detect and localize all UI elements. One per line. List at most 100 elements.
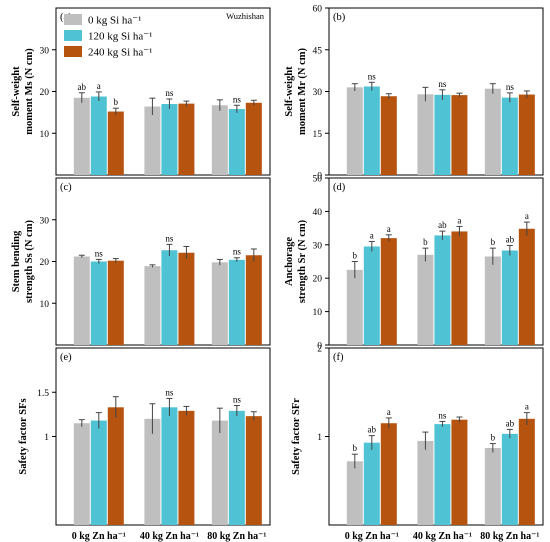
- significance-label: a: [525, 402, 529, 412]
- bar: [107, 111, 124, 175]
- y-tick-label: 20: [40, 88, 50, 98]
- bar: [90, 96, 107, 175]
- y-tick-label: 0: [317, 342, 322, 352]
- x-tick-label: 80 kg Zn ha⁻¹: [207, 531, 266, 542]
- bar: [245, 102, 262, 175]
- bar: [451, 231, 468, 345]
- bar: [144, 266, 161, 345]
- bar: [417, 440, 434, 525]
- bar: [161, 407, 178, 525]
- bar: [363, 442, 380, 525]
- significance-label: a: [387, 224, 391, 234]
- significance-label: b: [491, 237, 496, 247]
- significance-label: ns: [368, 71, 377, 81]
- bar: [380, 423, 397, 525]
- panel-label: (c): [60, 182, 72, 193]
- significance-label: ab: [506, 418, 515, 428]
- y-axis-label: moment Ms (N cm): [24, 48, 35, 135]
- y-tick-label: 10: [313, 308, 323, 318]
- x-tick-label: 0 kg Zn ha⁻¹: [345, 531, 399, 542]
- significance-label: ab: [78, 82, 87, 92]
- bar: [107, 407, 124, 525]
- legend-label: 120 kg Si ha⁻¹: [88, 31, 152, 43]
- bar: [73, 423, 90, 525]
- legend-label: 0 kg Si ha⁻¹: [88, 15, 141, 27]
- bar: [245, 255, 262, 345]
- significance-label: ns: [438, 410, 447, 420]
- bar: [346, 269, 363, 345]
- y-axis-label: Self-weight: [284, 66, 295, 117]
- y-tick-label: 10: [40, 130, 50, 140]
- y-axis-label: moment Mr (N cm): [297, 48, 308, 135]
- bar: [451, 95, 468, 175]
- y-tick-label: 30: [313, 88, 323, 98]
- significance-label: ns: [165, 88, 174, 98]
- significance-label: ab: [506, 234, 515, 244]
- bar: [451, 419, 468, 525]
- bar: [501, 97, 518, 175]
- significance-label: ns: [233, 94, 242, 104]
- y-tick-label: 30: [40, 46, 50, 56]
- legend-swatch: [64, 46, 82, 57]
- y-axis-label: Stem bending: [11, 230, 22, 292]
- legend-label: 240 kg Si ha⁻¹: [88, 47, 152, 59]
- panel-label: (f): [333, 352, 344, 363]
- bar: [211, 420, 228, 525]
- x-tick-label: 40 kg Zn ha⁻¹: [140, 531, 199, 542]
- y-axis-label: Anchorage: [284, 237, 295, 286]
- y-tick-label: 30: [313, 241, 323, 251]
- bar: [417, 254, 434, 345]
- significance-label: b: [423, 237, 428, 247]
- panel-label: (b): [333, 12, 346, 23]
- significance-label: a: [457, 215, 461, 225]
- y-axis-label: Safety factor SFr: [291, 398, 302, 475]
- y-tick-label: 20: [313, 275, 323, 285]
- bar: [144, 106, 161, 175]
- bar: [434, 424, 451, 525]
- y-tick-label: 60: [313, 5, 323, 15]
- y-axis-label: strength Sr (N cm): [297, 219, 308, 303]
- y-tick-label: 30: [40, 216, 50, 226]
- significance-label: a: [525, 211, 529, 221]
- bar: [380, 238, 397, 345]
- significance-label: a: [97, 81, 101, 91]
- bar: [178, 410, 195, 525]
- bar: [363, 86, 380, 175]
- bar: [228, 259, 245, 345]
- bar: [346, 461, 363, 525]
- bar: [144, 418, 161, 525]
- significance-label: ns: [95, 248, 104, 258]
- bar: [73, 97, 90, 175]
- y-tick-label: 10: [40, 300, 50, 310]
- bar: [363, 246, 380, 345]
- bar: [417, 94, 434, 175]
- significance-label: b: [353, 251, 358, 261]
- significance-label: b: [491, 433, 496, 443]
- y-tick-label: 20: [40, 258, 50, 268]
- y-tick-label: 45: [313, 46, 323, 56]
- significance-label: a: [370, 230, 374, 240]
- y-tick-label: 1: [317, 433, 322, 443]
- y-tick-label: 40: [313, 208, 323, 218]
- significance-label: ns: [233, 247, 242, 257]
- significance-label: ab: [368, 425, 377, 435]
- bar: [161, 250, 178, 345]
- significance-label: ns: [438, 79, 447, 89]
- bar: [501, 250, 518, 345]
- bar: [178, 252, 195, 345]
- bar: [518, 228, 535, 345]
- bar: [518, 94, 535, 175]
- significance-label: ns: [165, 233, 174, 243]
- legend-swatch: [64, 14, 82, 25]
- y-tick-label: 15: [313, 130, 323, 140]
- significance-label: b: [114, 97, 119, 107]
- bar: [228, 410, 245, 525]
- bar: [484, 256, 501, 345]
- bar: [90, 261, 107, 345]
- y-tick-label: 2: [317, 345, 322, 355]
- bar: [211, 262, 228, 345]
- bar: [484, 88, 501, 175]
- bar: [228, 109, 245, 175]
- bar: [518, 418, 535, 525]
